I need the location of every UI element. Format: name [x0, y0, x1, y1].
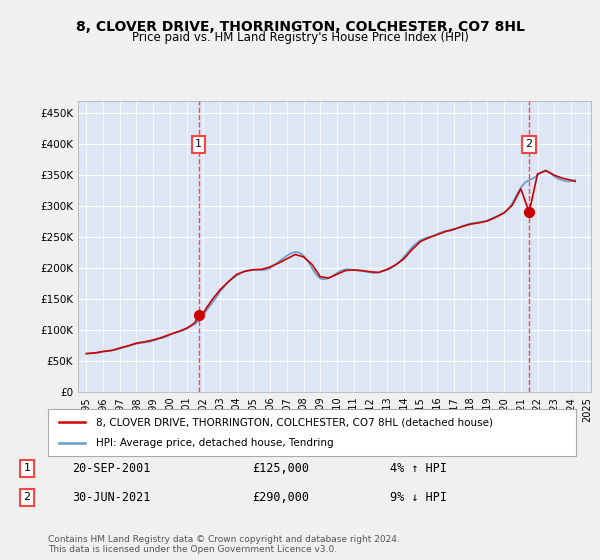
- Text: 9% ↓ HPI: 9% ↓ HPI: [390, 491, 447, 504]
- Text: Price paid vs. HM Land Registry's House Price Index (HPI): Price paid vs. HM Land Registry's House …: [131, 31, 469, 44]
- Text: 2: 2: [526, 139, 533, 149]
- Text: Contains HM Land Registry data © Crown copyright and database right 2024.
This d: Contains HM Land Registry data © Crown c…: [48, 535, 400, 554]
- Text: £290,000: £290,000: [252, 491, 309, 504]
- Text: £125,000: £125,000: [252, 462, 309, 475]
- Text: 2: 2: [23, 492, 31, 502]
- Text: 8, CLOVER DRIVE, THORRINGTON, COLCHESTER, CO7 8HL: 8, CLOVER DRIVE, THORRINGTON, COLCHESTER…: [76, 20, 524, 34]
- Text: 20-SEP-2001: 20-SEP-2001: [72, 462, 151, 475]
- Text: 8, CLOVER DRIVE, THORRINGTON, COLCHESTER, CO7 8HL (detached house): 8, CLOVER DRIVE, THORRINGTON, COLCHESTER…: [95, 417, 493, 427]
- Text: 30-JUN-2021: 30-JUN-2021: [72, 491, 151, 504]
- Text: 4% ↑ HPI: 4% ↑ HPI: [390, 462, 447, 475]
- Text: 1: 1: [23, 463, 31, 473]
- Text: HPI: Average price, detached house, Tendring: HPI: Average price, detached house, Tend…: [95, 438, 333, 448]
- Text: 1: 1: [195, 139, 202, 149]
